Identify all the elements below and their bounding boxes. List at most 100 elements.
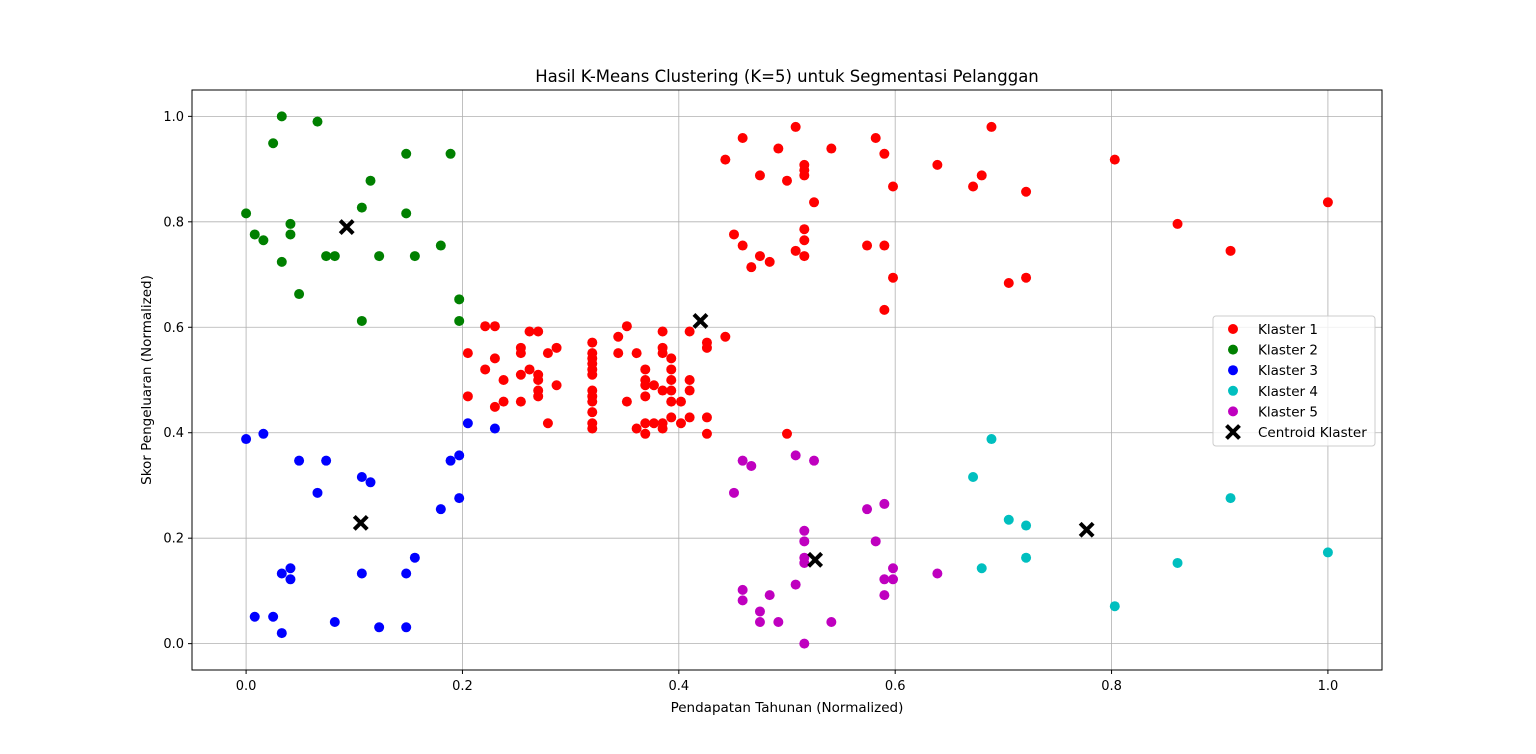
data-point [258,428,269,439]
data-point [754,170,765,181]
data-point [648,418,659,429]
data-point [737,595,748,606]
data-point [773,143,784,154]
data-point [480,364,491,375]
data-point [754,251,765,262]
data-point [542,348,553,359]
data-point [1021,552,1032,563]
data-point [1172,557,1183,568]
data-point [241,434,252,445]
data-point [374,622,385,633]
data-point [799,170,810,181]
data-point [276,111,287,122]
data-point [454,294,465,305]
data-point [782,428,792,439]
data-point [754,606,765,617]
data-point [551,342,562,353]
data-point [976,170,987,181]
data-point [312,487,323,498]
data-point [640,428,651,439]
data-point [888,272,899,283]
data-point [764,590,775,601]
data-point [587,396,598,407]
data-points [241,111,1333,649]
data-point [276,628,287,639]
data-point [799,235,810,246]
data-point [249,611,260,622]
legend-swatch [1225,424,1241,440]
data-point [321,455,332,466]
data-point [799,638,810,649]
data-point [285,563,296,574]
data-point [435,240,446,251]
data-point [684,375,695,385]
legend-label: Klaster 2 [1258,343,1318,359]
data-point [701,342,712,353]
data-point [489,353,500,364]
y-tick-label: 0.8 [163,215,184,230]
legend-label: Klaster 5 [1258,404,1318,420]
data-point [498,396,509,407]
data-point [640,380,651,391]
legend-swatch [1228,385,1238,396]
data-point [879,148,890,159]
data-point [1322,547,1333,558]
data-point [489,423,500,434]
data-point [666,385,677,396]
legend-label: Centroid Klaster [1258,425,1367,441]
data-point [666,364,677,375]
data-point [737,584,748,595]
data-point [790,245,801,256]
centroid-marker [807,551,824,568]
data-point [728,229,739,240]
y-tick-label: 0.2 [163,532,184,547]
data-point [294,289,305,300]
data-point [356,315,367,326]
data-point [533,375,544,385]
data-point [276,256,287,267]
data-point [799,536,810,547]
data-point [613,331,624,342]
data-point [480,321,491,332]
data-point [268,611,279,622]
data-point [312,116,323,127]
legend-item: Klaster 5 [1228,404,1318,420]
data-point [888,563,899,574]
data-point [986,434,997,445]
marker-stroke [1078,521,1095,538]
data-point [684,385,695,396]
data-point [1109,601,1120,612]
marker-stroke [338,219,355,236]
data-point [728,487,739,498]
data-point [746,460,757,471]
data-point [799,224,810,235]
data-point [285,229,296,240]
data-point [640,364,651,375]
data-point [445,148,456,159]
data-point [799,525,810,536]
data-point [790,579,801,590]
centroid-marker [692,313,709,329]
data-point [879,240,890,251]
data-point [631,423,642,434]
data-point [870,132,881,143]
chart-title: Hasil K-Means Clustering (K=5) untuk Seg… [535,67,1039,86]
data-point [285,218,296,229]
x-tick-label: 1.0 [1318,679,1339,694]
x-tick-label: 0.8 [1101,679,1122,694]
data-point [249,229,260,240]
series-2 [241,111,465,326]
y-axis-ticks: 0.0 0.2 0.4 0.6 0.8 1.0 [163,110,192,652]
legend-item: Centroid Klaster [1225,424,1367,441]
data-point [631,348,642,359]
data-point [799,251,810,262]
data-point [657,385,668,396]
legend-box [1212,315,1376,447]
data-point [462,418,473,429]
data-point [701,428,712,439]
data-point [621,321,632,332]
series-1 [462,121,1333,439]
data-point [666,412,677,423]
data-point [1172,218,1183,229]
data-point [968,181,979,192]
